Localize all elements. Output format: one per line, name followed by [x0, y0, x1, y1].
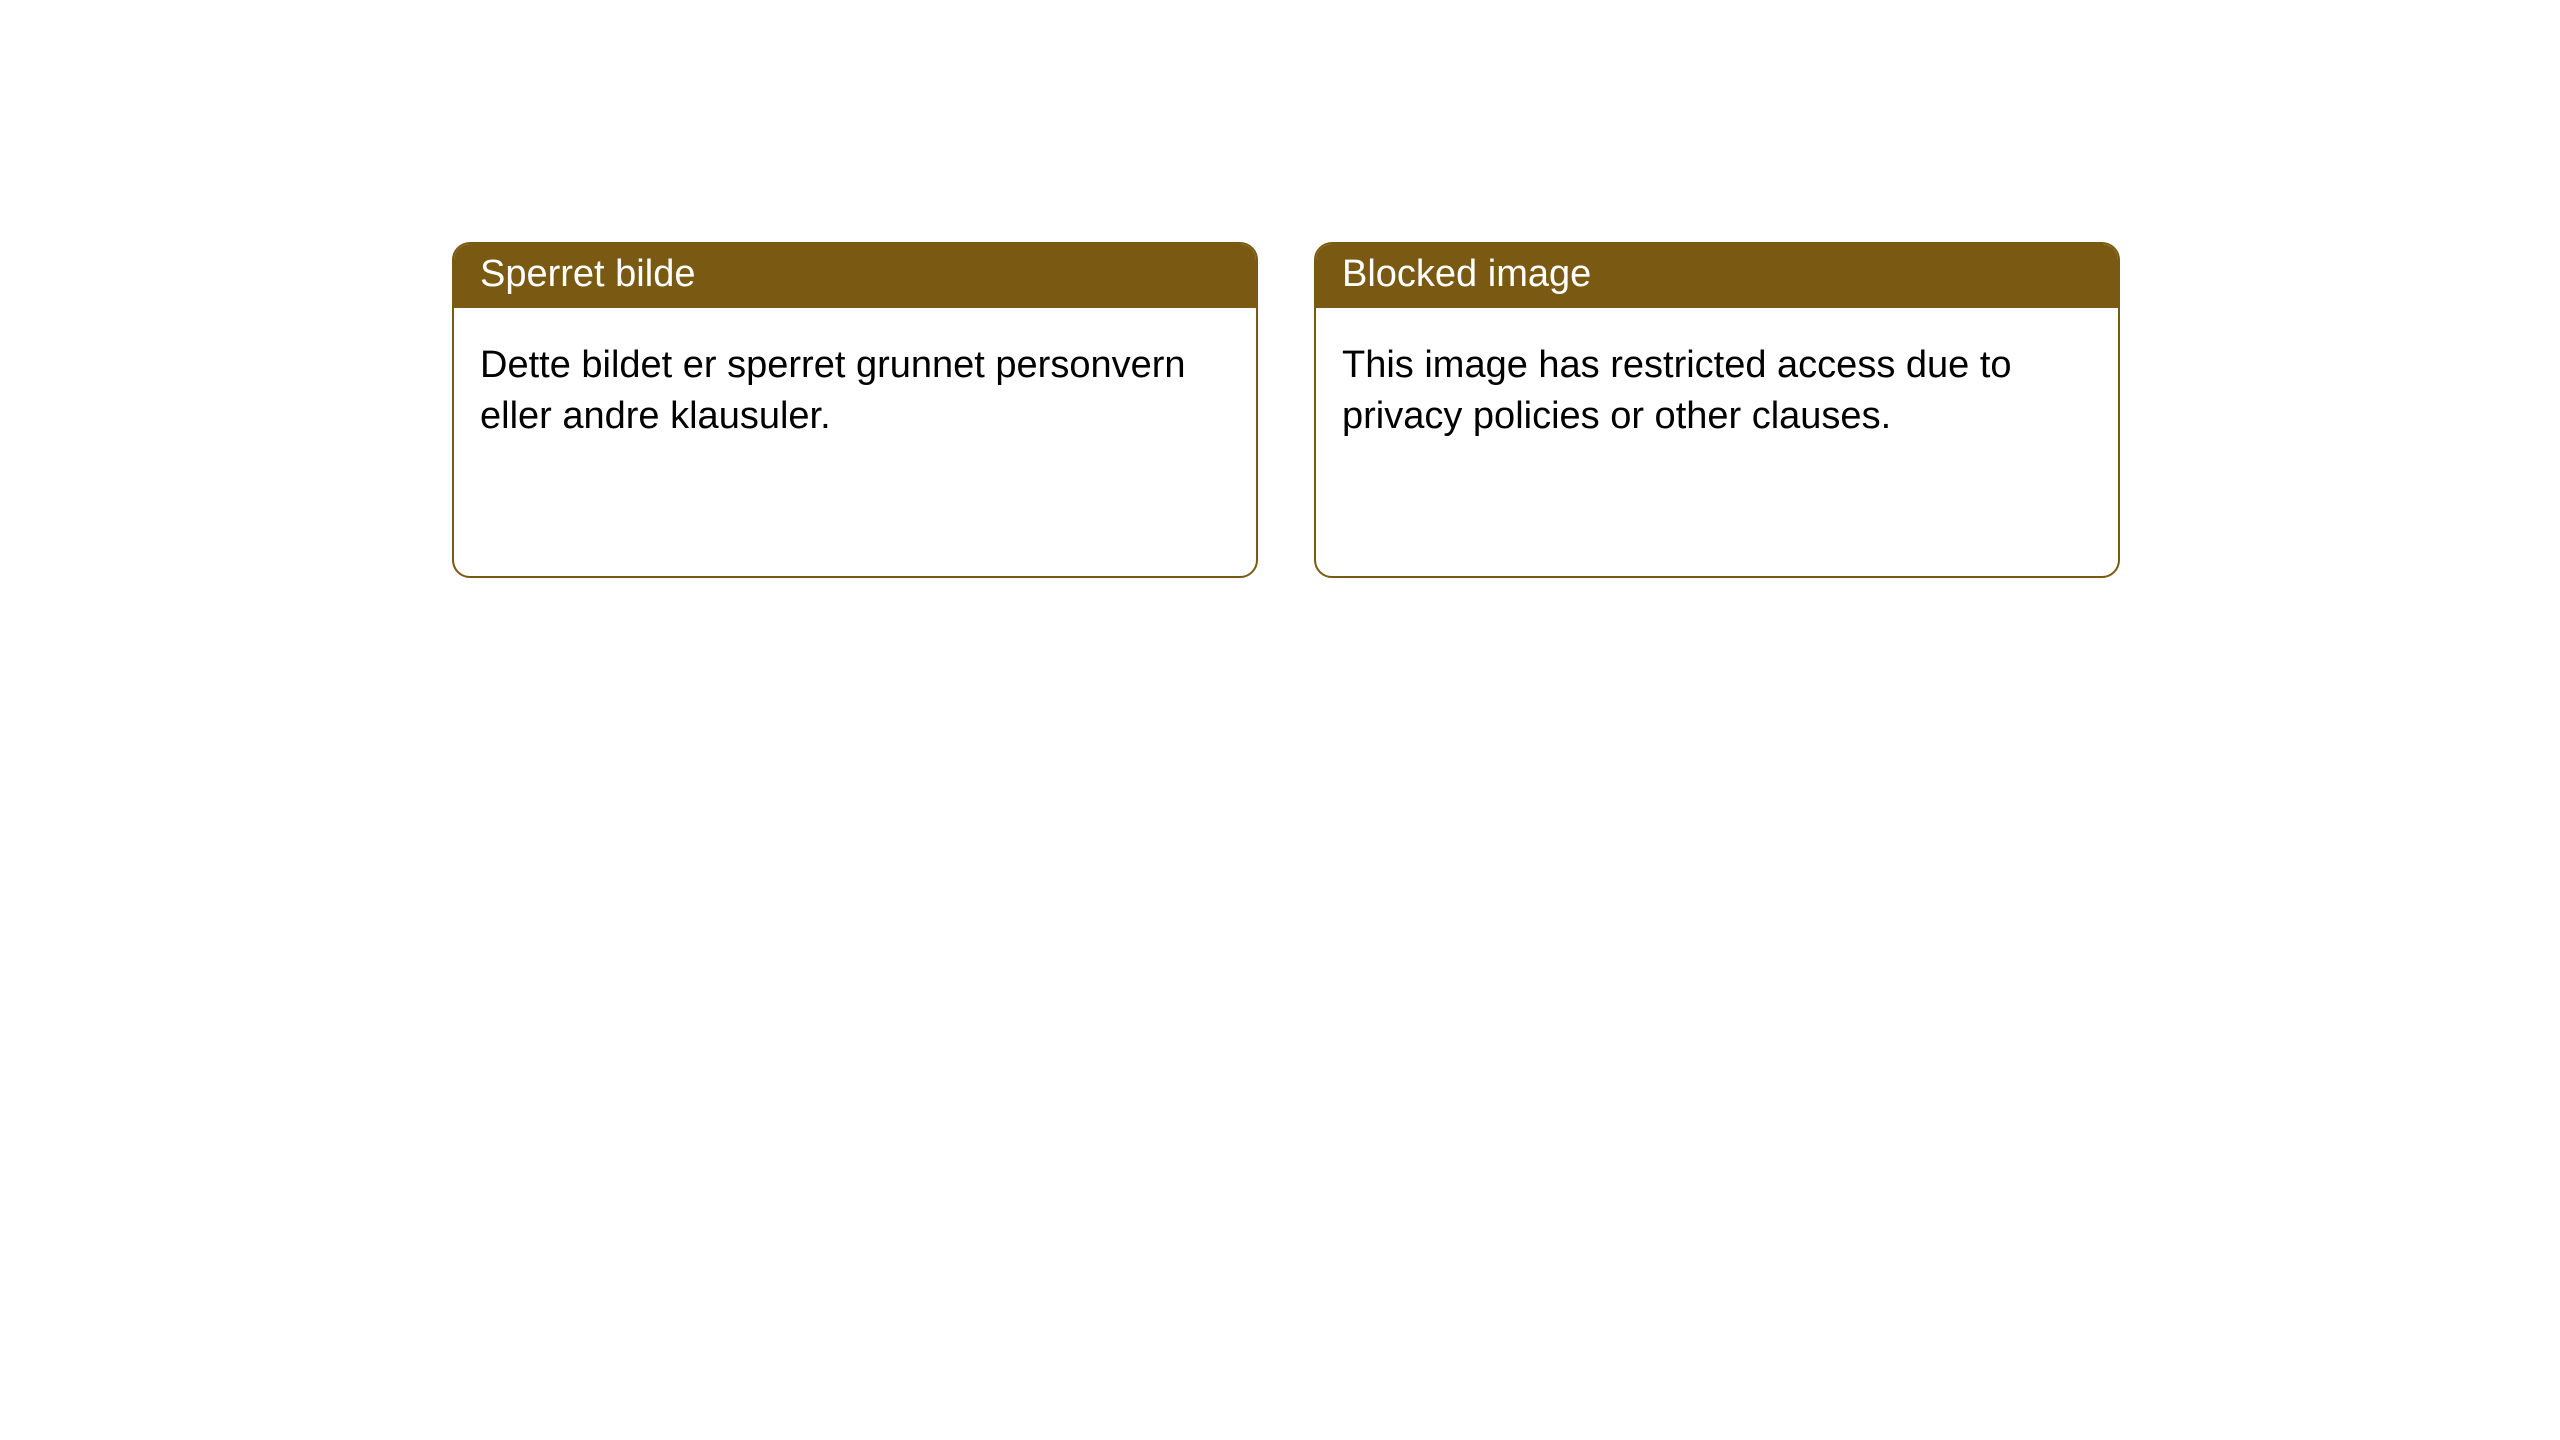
card-body-no: Dette bildet er sperret grunnet personve…	[454, 308, 1256, 475]
card-header-en: Blocked image	[1316, 244, 2118, 308]
blocked-image-card-no: Sperret bilde Dette bildet er sperret gr…	[452, 242, 1258, 578]
blocked-image-card-en: Blocked image This image has restricted …	[1314, 242, 2120, 578]
card-header-no: Sperret bilde	[454, 244, 1256, 308]
card-body-en: This image has restricted access due to …	[1316, 308, 2118, 475]
notice-container: Sperret bilde Dette bildet er sperret gr…	[0, 0, 2560, 578]
